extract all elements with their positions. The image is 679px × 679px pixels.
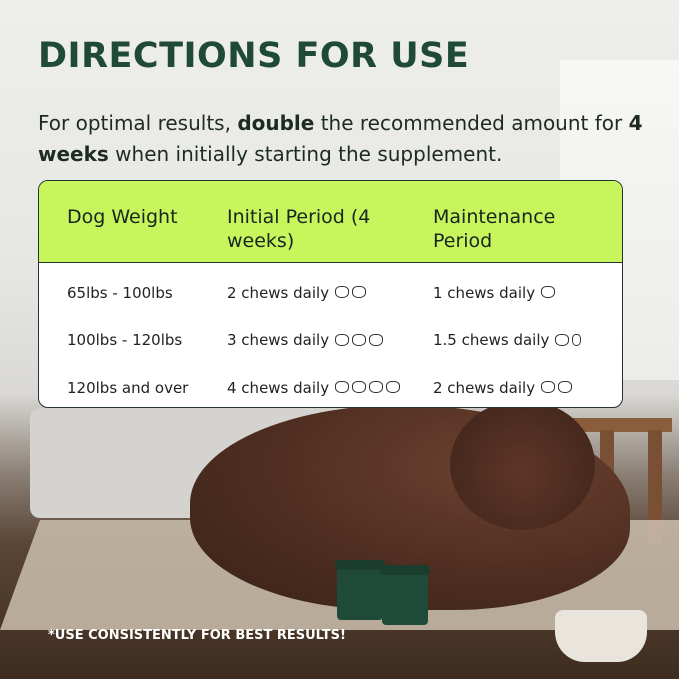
dog-bowl — [555, 610, 647, 662]
intro-part: the recommended amount for — [314, 111, 629, 135]
table-row: 100lbs - 120lbs 3 chews daily 1.5 chews da… — [39, 317, 622, 365]
cell-weight: 65lbs - 100lbs — [39, 284, 227, 302]
cell-text: 1.5 chews daily — [433, 331, 550, 349]
chew-icon — [558, 381, 573, 393]
cell-maintenance: 1 chews daily — [433, 284, 622, 303]
table-header: Dog Weight Initial Period (4 weeks) Main… — [39, 181, 622, 263]
intro-part: For optimal results, — [38, 111, 238, 135]
chew-icon — [541, 381, 556, 393]
dosage-table: Dog Weight Initial Period (4 weeks) Main… — [38, 180, 623, 408]
table-row: 65lbs - 100lbs 2 chews daily 1 chews daily — [39, 269, 622, 317]
cell-text: 65lbs - 100lbs — [67, 283, 173, 302]
cell-text: 2 chews daily — [227, 283, 330, 302]
chew-icon — [555, 333, 570, 346]
chew-icon — [541, 286, 556, 298]
cell-initial: 3 chews daily — [227, 331, 433, 350]
chew-icons — [541, 379, 575, 397]
footer-note: *USE CONSISTENTLY FOR BEST RESULTS! — [48, 628, 346, 643]
intro-part: when initially starting the supplement. — [108, 142, 503, 166]
chew-icon — [369, 381, 384, 393]
table-row: 120lbs and over 4 chews daily 2 chews dail… — [39, 364, 622, 407]
chew-icon — [369, 333, 384, 346]
intro-bold: double — [237, 111, 315, 135]
intro-text: For optimal results, double the recommen… — [38, 108, 648, 170]
chew-icon — [335, 286, 350, 298]
supplement-jar — [380, 565, 430, 625]
chew-icons — [541, 284, 558, 302]
chew-icon — [352, 381, 367, 393]
chew-icon — [352, 333, 367, 346]
cell-weight: 120lbs and over — [39, 379, 227, 397]
supplement-jar — [335, 560, 385, 620]
cell-text: 4 chews daily — [227, 378, 330, 397]
cell-text: 3 chews daily — [227, 331, 330, 349]
cell-text: 1 chews daily — [433, 283, 536, 302]
half-chew-icon — [572, 333, 582, 346]
header-dog-weight: Dog Weight — [67, 206, 178, 228]
page-title: DIRECTIONS FOR USE — [38, 36, 470, 76]
cell-initial: 2 chews daily — [227, 284, 433, 303]
cell-text: 100lbs - 120lbs — [67, 331, 183, 350]
cell-text: 2 chews daily — [433, 378, 536, 397]
chew-icons — [335, 332, 386, 350]
chew-icon — [335, 333, 350, 346]
chew-icons — [335, 379, 403, 397]
chew-icons — [335, 284, 369, 302]
chew-icon — [352, 286, 367, 298]
header-initial-period: Initial Period (4 weeks) — [227, 206, 371, 252]
cell-maintenance: 1.5 chews daily — [433, 331, 622, 350]
dog-head — [450, 400, 595, 530]
cell-text: 120lbs and over — [67, 378, 189, 397]
table-leg — [648, 430, 662, 545]
chew-icon — [335, 381, 350, 393]
cell-weight: 100lbs - 120lbs — [39, 331, 227, 349]
header-maintenance-period: Maintenance Period — [433, 206, 556, 252]
intro-bold: 4 weeks — [38, 111, 643, 166]
chew-icons — [555, 332, 584, 350]
cell-initial: 4 chews daily — [227, 379, 433, 398]
chew-icon — [386, 381, 401, 393]
cell-maintenance: 2 chews daily — [433, 379, 622, 398]
